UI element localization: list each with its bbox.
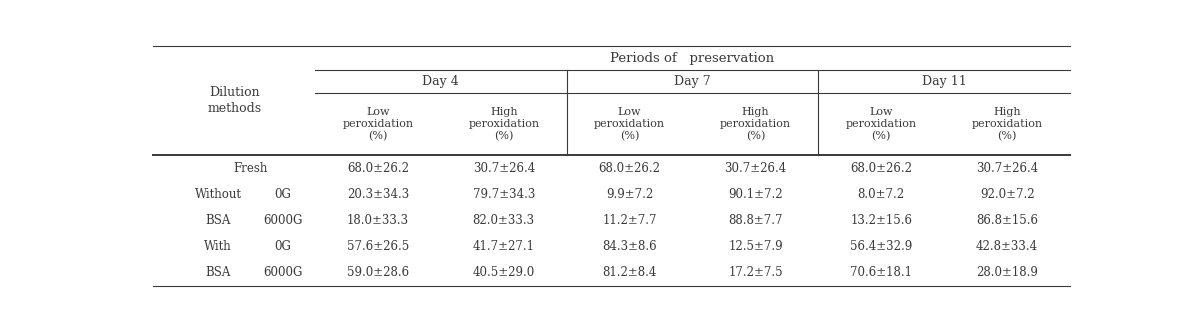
Text: 17.2±7.5: 17.2±7.5: [728, 267, 782, 280]
Text: 68.0±26.2: 68.0±26.2: [850, 162, 912, 175]
Text: Day 4: Day 4: [423, 75, 460, 88]
Text: 79.7±34.3: 79.7±34.3: [473, 188, 535, 201]
Text: 92.0±7.2: 92.0±7.2: [980, 188, 1035, 201]
Text: 9.9±7.2: 9.9±7.2: [606, 188, 653, 201]
Text: 11.2±7.7: 11.2±7.7: [603, 214, 657, 227]
Text: 8.0±7.2: 8.0±7.2: [858, 188, 905, 201]
Text: 6000G: 6000G: [263, 267, 303, 280]
Text: 88.8±7.7: 88.8±7.7: [728, 214, 782, 227]
Text: 40.5±29.0: 40.5±29.0: [473, 267, 535, 280]
Text: 57.6±26.5: 57.6±26.5: [347, 240, 409, 253]
Text: With: With: [204, 240, 232, 253]
Text: BSA: BSA: [205, 267, 231, 280]
Text: Low
peroxidation
(%): Low peroxidation (%): [594, 107, 666, 141]
Text: Periods of   preservation: Periods of preservation: [611, 51, 774, 65]
Text: Fresh: Fresh: [233, 162, 268, 175]
Text: 28.0±18.9: 28.0±18.9: [977, 267, 1039, 280]
Text: Day 11: Day 11: [922, 75, 967, 88]
Text: 30.7±26.4: 30.7±26.4: [473, 162, 535, 175]
Text: 20.3±34.3: 20.3±34.3: [347, 188, 409, 201]
Text: BSA: BSA: [205, 214, 231, 227]
Text: High
peroxidation
(%): High peroxidation (%): [972, 107, 1042, 141]
Text: 0G: 0G: [274, 240, 291, 253]
Text: 90.1±7.2: 90.1±7.2: [728, 188, 782, 201]
Text: 68.0±26.2: 68.0±26.2: [347, 162, 409, 175]
Text: 30.7±26.4: 30.7±26.4: [975, 162, 1039, 175]
Text: 70.6±18.1: 70.6±18.1: [850, 267, 912, 280]
Text: Day 7: Day 7: [674, 75, 711, 88]
Text: 86.8±15.6: 86.8±15.6: [977, 214, 1039, 227]
Text: Low
peroxidation
(%): Low peroxidation (%): [846, 107, 917, 141]
Text: 81.2±8.4: 81.2±8.4: [603, 267, 656, 280]
Text: 6000G: 6000G: [263, 214, 303, 227]
Text: 59.0±28.6: 59.0±28.6: [347, 267, 409, 280]
Text: 30.7±26.4: 30.7±26.4: [724, 162, 786, 175]
Text: Dilution
methods: Dilution methods: [207, 86, 261, 115]
Text: 12.5±7.9: 12.5±7.9: [728, 240, 782, 253]
Text: 68.0±26.2: 68.0±26.2: [599, 162, 661, 175]
Text: 56.4±32.9: 56.4±32.9: [850, 240, 912, 253]
Text: 42.8±33.4: 42.8±33.4: [977, 240, 1039, 253]
Text: 82.0±33.3: 82.0±33.3: [473, 214, 535, 227]
Text: 13.2±15.6: 13.2±15.6: [850, 214, 912, 227]
Text: 84.3±8.6: 84.3±8.6: [603, 240, 657, 253]
Text: Without: Without: [194, 188, 242, 201]
Text: 0G: 0G: [274, 188, 291, 201]
Text: Low
peroxidation
(%): Low peroxidation (%): [342, 107, 413, 141]
Text: 18.0±33.3: 18.0±33.3: [347, 214, 409, 227]
Text: 41.7±27.1: 41.7±27.1: [473, 240, 535, 253]
Text: High
peroxidation
(%): High peroxidation (%): [468, 107, 540, 141]
Text: High
peroxidation
(%): High peroxidation (%): [719, 107, 791, 141]
